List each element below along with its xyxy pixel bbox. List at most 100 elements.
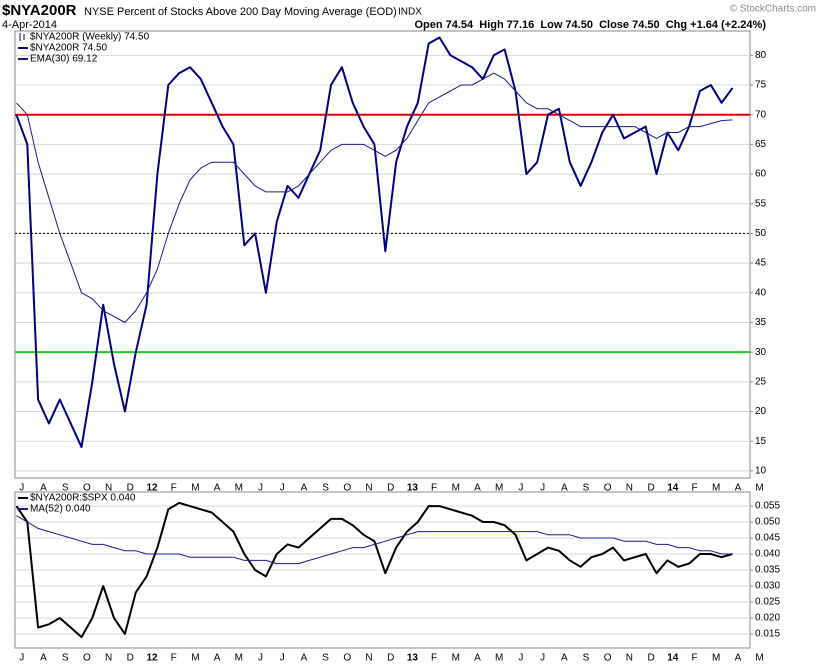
x-tick-label: A xyxy=(40,483,47,494)
x-tick-label: N xyxy=(365,483,372,494)
x-tick-label: S xyxy=(62,483,69,494)
x-tick-label: D xyxy=(647,483,654,494)
x-tick-label: S xyxy=(322,483,329,494)
x-tick-label: F xyxy=(171,653,177,664)
x-tick-label: N xyxy=(105,483,112,494)
x-tick-label: 12 xyxy=(146,653,158,664)
x-tick-label: M xyxy=(452,483,460,494)
x-tick-label: S xyxy=(583,483,590,494)
legend-label: $NYA200R (Weekly) 74.50 xyxy=(30,32,150,43)
y-tick-label: 15 xyxy=(755,436,767,447)
x-tick-label: J xyxy=(518,653,523,664)
series-line xyxy=(15,36,734,449)
x-tick-label: S xyxy=(322,653,329,664)
exchange: INDX xyxy=(398,7,422,18)
series-line xyxy=(15,501,733,639)
x-tick-label: 12 xyxy=(146,483,158,494)
x-tick-label: S xyxy=(62,653,69,664)
x-tick-label: M xyxy=(712,653,720,664)
x-tick-label: A xyxy=(561,653,568,664)
x-tick-label: J xyxy=(19,653,24,664)
x-tick-label: O xyxy=(83,653,91,664)
x-tick-label: D xyxy=(647,653,654,664)
x-tick-label: A xyxy=(735,483,742,494)
x-tick-label: J xyxy=(258,653,263,664)
x-tick-label: N xyxy=(105,653,112,664)
y-tick-label: 25 xyxy=(755,376,767,387)
series-line xyxy=(16,515,733,565)
x-tick-label: M xyxy=(755,653,763,664)
legend-label: MA(52) 0.040 xyxy=(30,504,91,515)
x-tick-label: F xyxy=(171,483,177,494)
series-line xyxy=(16,72,733,323)
x-tick-label: J xyxy=(280,483,285,494)
x-tick-label: A xyxy=(474,483,481,494)
y-tick-label: 55 xyxy=(755,198,767,209)
x-tick-label: O xyxy=(604,653,612,664)
x-tick-label: F xyxy=(691,483,697,494)
credit: © StockCharts.com xyxy=(730,4,816,15)
symbol: $NYA200R xyxy=(2,2,77,19)
x-tick-label: 13 xyxy=(407,483,419,494)
x-tick-label: M xyxy=(452,653,460,664)
x-tick-label: M xyxy=(191,653,199,664)
y-tick-label: 0.040 xyxy=(755,549,780,560)
x-tick-label: J xyxy=(540,653,545,664)
x-tick-label: 14 xyxy=(667,653,679,664)
y-tick-label: 60 xyxy=(755,169,767,180)
x-tick-label: A xyxy=(301,653,308,664)
y-tick-label: 0.035 xyxy=(755,565,780,576)
y-tick-label: 0.030 xyxy=(755,581,780,592)
x-tick-label: S xyxy=(583,653,590,664)
x-tick-label: J xyxy=(518,483,523,494)
y-tick-label: 80 xyxy=(755,50,767,61)
x-tick-label: F xyxy=(691,653,697,664)
x-tick-label: O xyxy=(343,653,351,664)
y-tick-label: 0.015 xyxy=(755,629,780,640)
x-tick-label: A xyxy=(214,653,221,664)
x-tick-label: M xyxy=(755,483,763,494)
x-tick-label: M xyxy=(235,653,243,664)
x-tick-label: D xyxy=(127,653,134,664)
date: 4-Apr-2014 xyxy=(2,19,57,31)
x-tick-label: 13 xyxy=(407,653,419,664)
y-tick-label: 20 xyxy=(755,406,767,417)
y-tick-label: 0.050 xyxy=(755,517,780,528)
description: NYSE Percent of Stocks Above 200 Day Mov… xyxy=(84,6,397,18)
y-tick-label: 30 xyxy=(755,347,767,358)
x-tick-label: M xyxy=(235,483,243,494)
quote: Open 74.54 High 77.16 Low 74.50 Close 74… xyxy=(414,19,766,31)
x-tick-label: 14 xyxy=(667,483,679,494)
x-tick-label: A xyxy=(40,653,47,664)
x-tick-label: J xyxy=(280,653,285,664)
y-tick-label: 70 xyxy=(755,109,767,120)
x-tick-label: A xyxy=(214,483,221,494)
x-tick-label: A xyxy=(474,653,481,664)
y-tick-label: 0.055 xyxy=(755,501,780,512)
x-tick-label: M xyxy=(495,653,503,664)
y-tick-label: 0.020 xyxy=(755,613,780,624)
x-tick-label: D xyxy=(127,483,134,494)
x-tick-label: O xyxy=(604,483,612,494)
x-tick-label: A xyxy=(735,653,742,664)
legend-label: EMA(30) 69.12 xyxy=(30,54,98,65)
x-tick-label: O xyxy=(83,483,91,494)
x-tick-label: A xyxy=(301,483,308,494)
y-tick-label: 35 xyxy=(755,317,767,328)
x-tick-label: O xyxy=(343,483,351,494)
x-tick-label: J xyxy=(258,483,263,494)
y-tick-label: 10 xyxy=(755,466,767,477)
y-tick-label: 40 xyxy=(755,287,767,298)
x-tick-label: M xyxy=(495,483,503,494)
x-tick-label: N xyxy=(626,653,633,664)
x-tick-label: M xyxy=(191,483,199,494)
y-tick-label: 50 xyxy=(755,228,767,239)
x-tick-label: J xyxy=(540,483,545,494)
x-tick-label: N xyxy=(365,653,372,664)
x-tick-label: A xyxy=(561,483,568,494)
x-tick-label: M xyxy=(712,483,720,494)
plot-area xyxy=(14,30,751,479)
y-tick-label: 65 xyxy=(755,139,767,150)
y-tick-label: 0.045 xyxy=(755,533,780,544)
